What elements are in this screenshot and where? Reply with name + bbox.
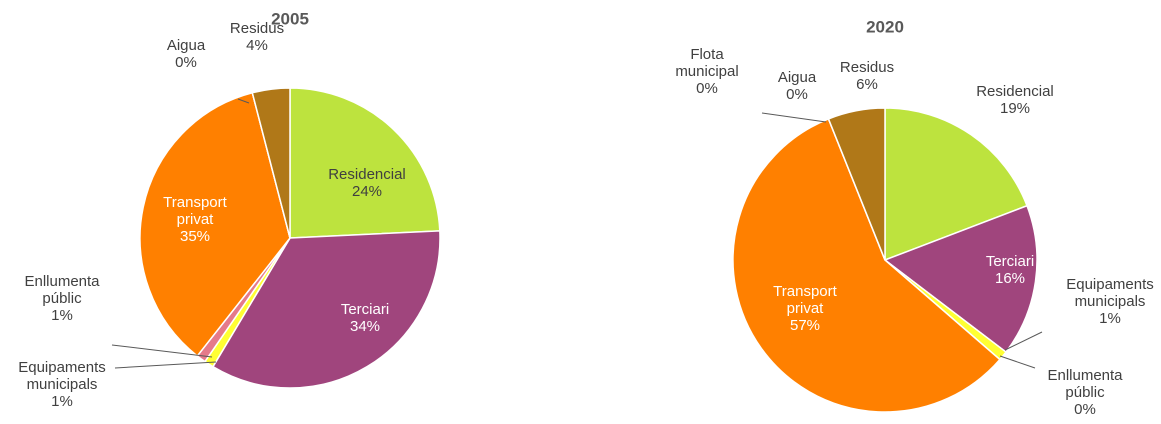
label-line: Flota: [690, 46, 724, 63]
slice-label: Residencial: [328, 166, 406, 183]
slice-label: Equipaments municipals: [18, 359, 106, 393]
leader-line: [111, 344, 213, 358]
leader-line: [1004, 331, 1043, 351]
label-line: públic: [42, 290, 82, 307]
slice-label: Transport privat: [163, 194, 227, 228]
slice-label: Residus: [230, 20, 284, 37]
label-line: municipals: [27, 376, 98, 393]
label-line: Terciari: [341, 301, 389, 318]
label-line: Transport: [773, 283, 837, 300]
leader-line: [237, 98, 250, 104]
pie-slice: [732, 117, 1001, 413]
leader-line: [761, 112, 827, 123]
slice-label: Enllumenta públic: [24, 273, 100, 307]
value-label: 34%: [350, 318, 380, 335]
value-label: 19%: [1000, 100, 1030, 117]
pie-slice: [827, 107, 886, 261]
leader-line: [999, 355, 1036, 369]
value-label: 0%: [696, 80, 718, 97]
slice-label: Terciari: [341, 301, 389, 318]
label-line: Aigua: [778, 69, 817, 86]
value-label: 57%: [790, 317, 820, 334]
label-line: Equipaments: [1066, 276, 1154, 293]
label-line: Residencial: [976, 83, 1054, 100]
pie-slice: [289, 87, 441, 239]
label-line: Enllumenta: [1047, 367, 1123, 384]
pie-slice: [251, 87, 291, 239]
value-label: 1%: [51, 307, 73, 324]
label-line: municipal: [675, 63, 738, 80]
value-label: 1%: [1099, 310, 1121, 327]
chart-title: 2005: [271, 9, 309, 28]
value-label: 24%: [352, 183, 382, 200]
value-label: 0%: [1074, 401, 1096, 418]
pie-slice: [211, 230, 441, 389]
slice-label: Residus: [840, 59, 894, 76]
label-line: Residencial: [328, 166, 406, 183]
slice-label: Equipaments municipals: [1066, 276, 1154, 310]
value-label: 35%: [180, 228, 210, 245]
value-label: 6%: [856, 76, 878, 93]
label-line: privat: [787, 300, 825, 317]
label-line: Residus: [840, 59, 894, 76]
slice-label: Aigua: [778, 69, 817, 86]
slice-label: Aigua: [167, 37, 206, 54]
value-label: 0%: [786, 86, 808, 103]
label-line: Residus: [230, 20, 284, 37]
slice-label: Terciari: [986, 253, 1034, 270]
pie-slice: [884, 107, 1028, 262]
slice-label: Residencial: [976, 83, 1054, 100]
label-line: municipals: [1075, 293, 1146, 310]
label-line: Equipaments: [18, 359, 106, 376]
label-line: privat: [177, 211, 215, 228]
slice-label: Flota municipal: [675, 46, 738, 80]
leader-line: [114, 361, 217, 369]
leader-lines: [111, 98, 1043, 369]
pie-slice: [883, 204, 1038, 354]
label-line: Enllumenta: [24, 273, 100, 290]
pie-slice: [139, 91, 291, 357]
label-line: Aigua: [167, 37, 206, 54]
label-line: públic: [1065, 384, 1105, 401]
slice-label: Transport privat: [773, 283, 837, 317]
label-line: Terciari: [986, 253, 1034, 270]
value-label: 16%: [995, 270, 1025, 287]
value-label: 1%: [51, 393, 73, 410]
value-label: 0%: [175, 54, 197, 71]
label-line: Transport: [163, 194, 227, 211]
chart-title: 2020: [866, 17, 904, 36]
slice-label: Enllumenta públic: [1047, 367, 1123, 401]
value-label: 4%: [246, 37, 268, 54]
